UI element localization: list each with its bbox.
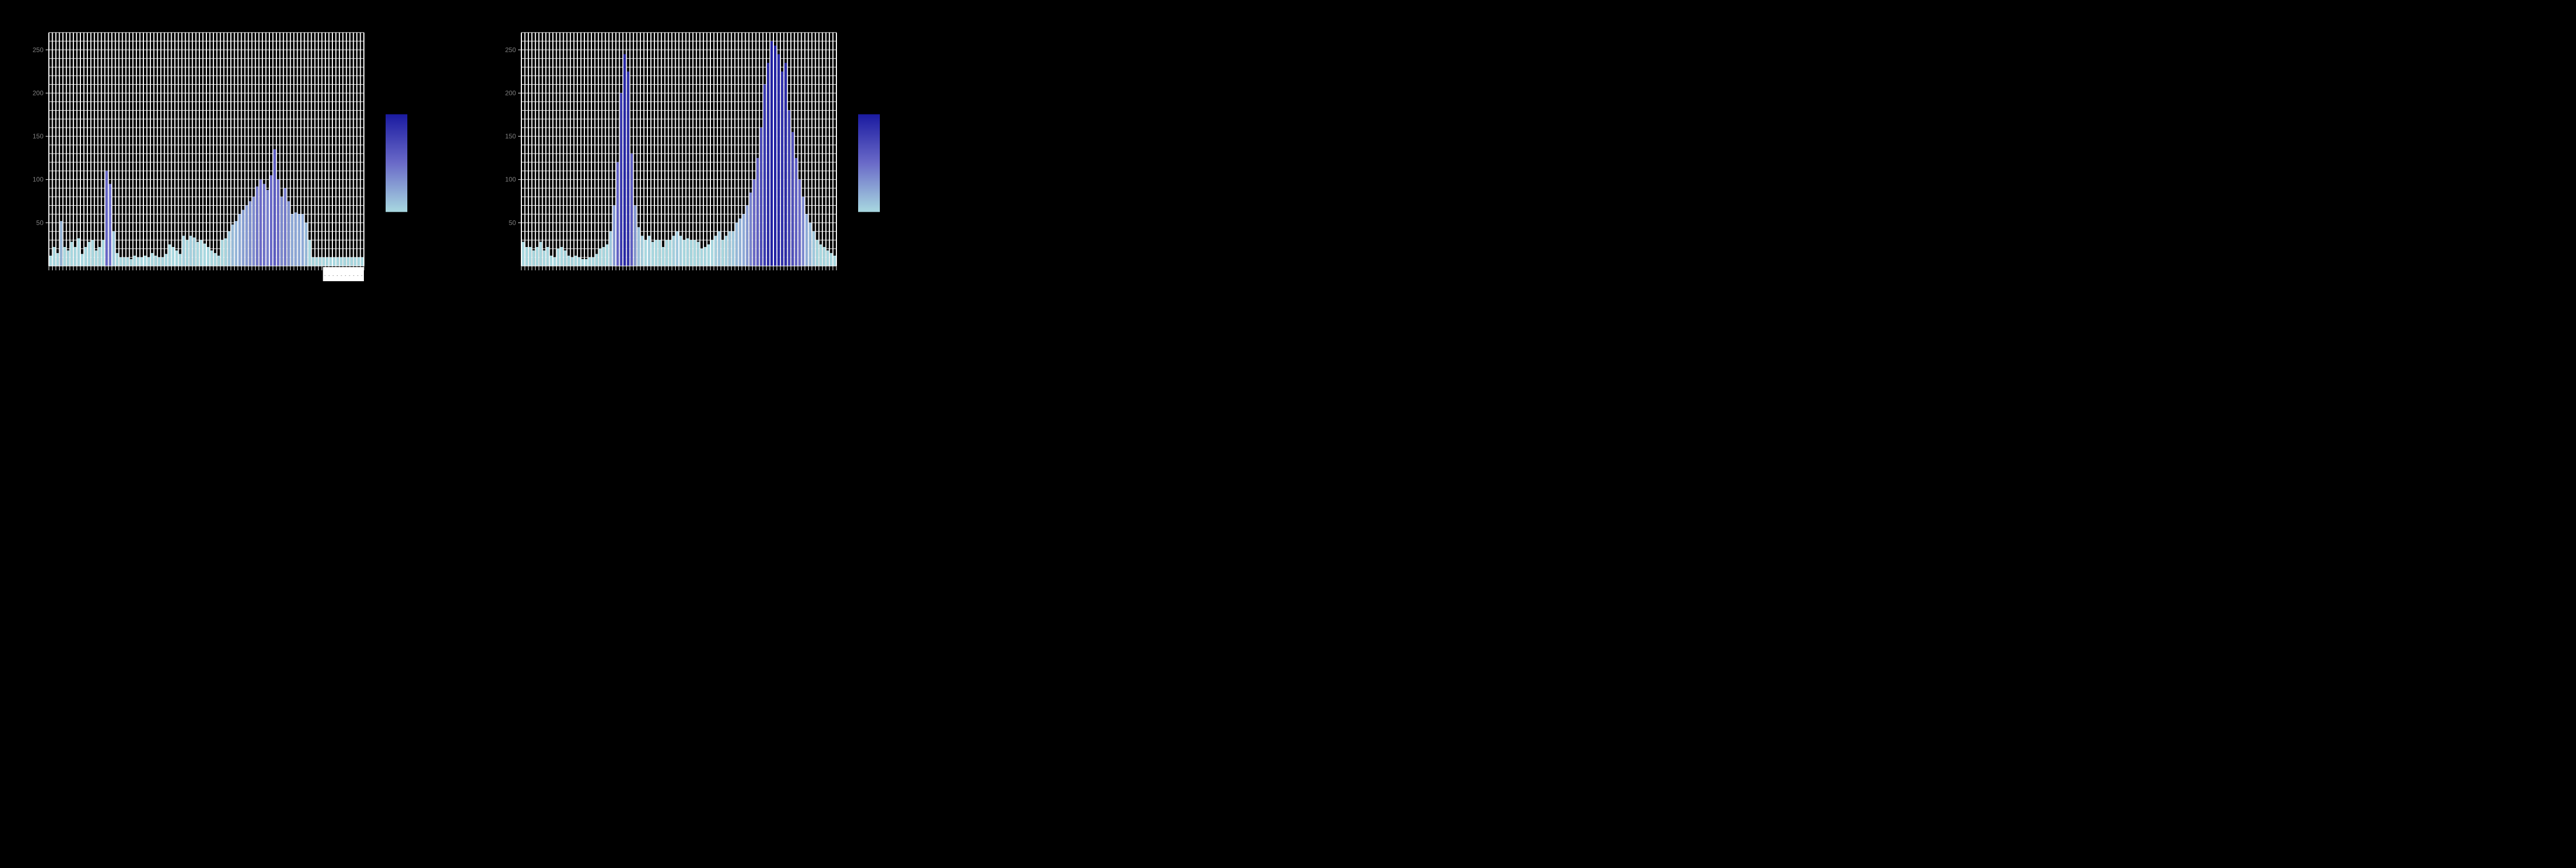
chart-right-panel: 50 100 150 200 250 — [494, 22, 902, 293]
chart-right: 50 100 150 200 250 — [494, 22, 902, 293]
svg-text:-: - — [324, 273, 326, 278]
svg-text:150: 150 — [505, 132, 516, 140]
svg-text:-: - — [329, 273, 330, 278]
svg-text:-: - — [353, 273, 355, 278]
chart-left: 50100150200250---------- — [22, 22, 429, 293]
svg-text:250: 250 — [33, 46, 43, 54]
svg-text:-: - — [345, 273, 347, 278]
svg-text:-: - — [361, 273, 363, 278]
svg-text:200: 200 — [33, 89, 43, 97]
svg-text:50: 50 — [36, 219, 44, 226]
svg-text:100: 100 — [33, 176, 43, 183]
svg-text:250: 250 — [505, 46, 516, 54]
svg-text:50: 50 — [509, 219, 517, 226]
color-legend — [858, 115, 880, 212]
svg-text:-: - — [357, 273, 358, 278]
svg-text:-: - — [341, 273, 342, 278]
svg-text:-: - — [349, 273, 350, 278]
svg-text:-: - — [337, 273, 338, 278]
svg-text:100: 100 — [505, 176, 516, 183]
svg-text:-: - — [332, 273, 334, 278]
charts-row: 50100150200250---------- 50100150200250 — [0, 0, 2576, 326]
svg-text:200: 200 — [505, 89, 516, 97]
svg-text:150: 150 — [33, 132, 43, 140]
chart-left-panel: 50100150200250---------- — [22, 22, 429, 293]
color-legend — [386, 115, 407, 212]
